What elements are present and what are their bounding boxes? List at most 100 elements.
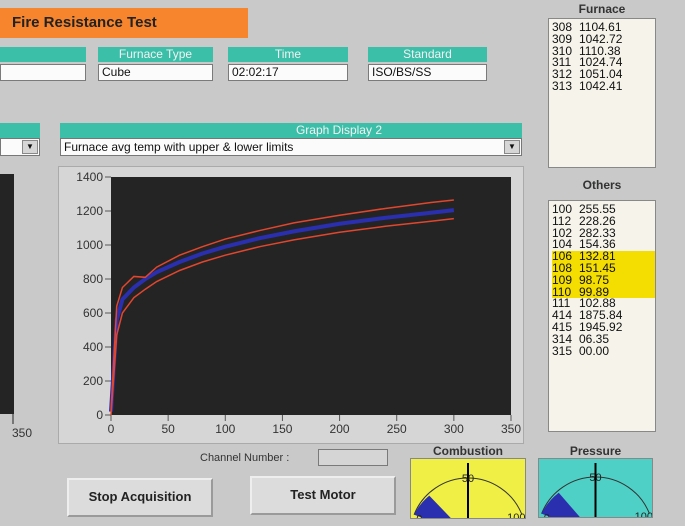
partial-header xyxy=(0,47,86,62)
list-item: 104 154.36 xyxy=(552,237,655,252)
limit-line xyxy=(110,217,454,416)
gauge-dial: 0 50 100 xyxy=(541,463,653,526)
gauge-tick-label: 100 xyxy=(507,512,525,518)
list-item: 311 1024.74 xyxy=(552,55,655,70)
standard-label: Standard xyxy=(368,47,487,62)
x-tick-label: 300 xyxy=(444,422,464,436)
channel-id: 309 xyxy=(552,31,573,46)
list-item: 100 255.55 xyxy=(552,202,655,216)
standard-field[interactable]: ISO/BS/SS xyxy=(368,64,487,81)
chevron-down-icon[interactable]: ▼ xyxy=(504,140,520,154)
left-axis-label: 350 xyxy=(12,426,33,440)
gauge-tick-label: 0 xyxy=(544,512,550,517)
channel-value: 228.26 xyxy=(579,213,616,228)
limit-line xyxy=(110,199,454,412)
stop-acquisition-button[interactable]: Stop Acquisition xyxy=(67,478,213,517)
list-item: 109 98.75 xyxy=(552,272,655,287)
pressure-gauge: 0 50 100 xyxy=(538,458,653,526)
graph-display-2-select[interactable]: Furnace avg temp with upper & lower limi… xyxy=(60,138,522,156)
gauge-tick-label: 0 xyxy=(416,513,422,518)
x-tick-label: 200 xyxy=(330,422,350,436)
channel-value: 00.00 xyxy=(579,343,610,358)
channel-id: 112 xyxy=(552,213,572,228)
time-label: Time xyxy=(228,47,348,62)
channel-value: 1051.04 xyxy=(579,67,623,82)
channel-id: 310 xyxy=(552,43,573,58)
channel-value: 132.81 xyxy=(579,249,616,264)
channel-value: 1104.61 xyxy=(579,20,622,34)
pressure-title: Pressure xyxy=(569,444,622,458)
list-item: 415 1945.92 xyxy=(552,319,655,334)
list-item: 112 228.26 xyxy=(552,213,655,228)
channel-id: 415 xyxy=(552,319,573,334)
furnace-type-label: Furnace Type xyxy=(98,47,213,62)
channel-value: 102.88 xyxy=(579,296,616,311)
y-tick-label: 600 xyxy=(83,306,103,320)
gauge-tick-label: 50 xyxy=(462,473,474,485)
partial-field xyxy=(0,64,86,81)
list-item: 315 00.00 xyxy=(552,343,655,358)
channel-value: 1110.38 xyxy=(579,43,621,58)
left-plot-tick xyxy=(12,414,14,424)
x-tick-label: 0 xyxy=(108,422,115,436)
list-item: 309 1042.72 xyxy=(552,31,655,46)
channel-value: 154.36 xyxy=(579,237,616,252)
channel-value: 98.75 xyxy=(579,272,610,287)
furnace-panel-title: Furnace xyxy=(578,2,626,16)
furnace-list[interactable]: 308 1104.61 309 1042.72 310 1110.38 311 1024.74… xyxy=(548,18,656,168)
channel-id: 414 xyxy=(552,308,573,323)
channel-id: 100 xyxy=(552,202,573,216)
list-item: 110 99.89 xyxy=(552,284,655,299)
list-item: 111 102.88 xyxy=(552,296,655,311)
channel-value: 99.89 xyxy=(579,284,610,299)
channel-id: 104 xyxy=(552,237,573,252)
channel-id: 311 xyxy=(552,55,572,70)
time-field[interactable]: 02:02:17 xyxy=(228,64,348,81)
channel-number-field[interactable] xyxy=(318,449,388,466)
channel-id: 102 xyxy=(552,225,573,240)
channel-id: 106 xyxy=(552,249,573,264)
y-tick-label: 1400 xyxy=(76,170,103,184)
others-panel-title: Others xyxy=(582,178,622,192)
y-tick-label: 1200 xyxy=(76,204,103,218)
temperature-chart: 0 200 400 600 800 1000 1200 1400 0 50 100 150 200 250… xyxy=(76,170,521,436)
channel-value: 282.33 xyxy=(579,225,616,240)
x-tick-label: 150 xyxy=(272,422,292,436)
x-tick-label: 100 xyxy=(215,422,235,436)
y-tick-label: 800 xyxy=(83,272,103,286)
channel-value: 1042.72 xyxy=(579,31,623,46)
list-item: 314 06.35 xyxy=(552,333,655,346)
y-tick-label: 400 xyxy=(83,340,103,354)
channel-value: 1024.74 xyxy=(579,55,623,70)
graph-display-1-select[interactable]: ▼ xyxy=(0,138,40,156)
chart-frame: 0 200 400 600 800 1000 1200 1400 0 50 100 150 200 250… xyxy=(58,166,524,444)
plot-area xyxy=(111,177,511,415)
test-motor-button[interactable]: Test Motor xyxy=(250,476,396,515)
channel-id: 308 xyxy=(552,20,573,34)
channel-value: 1042.41 xyxy=(579,78,623,93)
graph-display-2-label: Graph Display 2 xyxy=(60,123,522,138)
channel-id: 108 xyxy=(552,260,573,275)
combustion-gauge: 0 50 100 xyxy=(410,458,526,526)
app-title: Fire Resistance Test xyxy=(0,8,248,38)
list-item: 102 282.33 xyxy=(552,225,655,240)
list-item: 312 1051.04 xyxy=(552,67,655,82)
gauge-tick-label: 50 xyxy=(589,472,601,484)
gauge-tick-label: 100 xyxy=(635,511,652,517)
others-list[interactable]: 100 255.55 112 228.26 102 282.33 104 154.36 106 1… xyxy=(548,200,656,432)
left-plot-area xyxy=(0,174,14,414)
graph-display-1-label xyxy=(0,123,40,138)
furnace-type-field[interactable]: Cube xyxy=(98,64,213,81)
channel-id: 312 xyxy=(552,67,573,82)
x-tick-label: 250 xyxy=(387,422,407,436)
channel-id: 110 xyxy=(552,284,572,299)
chevron-down-icon[interactable]: ▼ xyxy=(22,140,38,154)
y-tick-label: 1000 xyxy=(76,238,103,252)
channel-id: 111 xyxy=(552,296,571,311)
channel-number-label: Channel Number : xyxy=(200,452,290,464)
y-tick-label: 200 xyxy=(83,374,103,388)
x-tick-label: 50 xyxy=(161,422,175,436)
average-temp-line xyxy=(109,208,455,412)
list-item: 308 1104.61 xyxy=(552,20,655,34)
channel-value: 255.55 xyxy=(579,202,616,216)
